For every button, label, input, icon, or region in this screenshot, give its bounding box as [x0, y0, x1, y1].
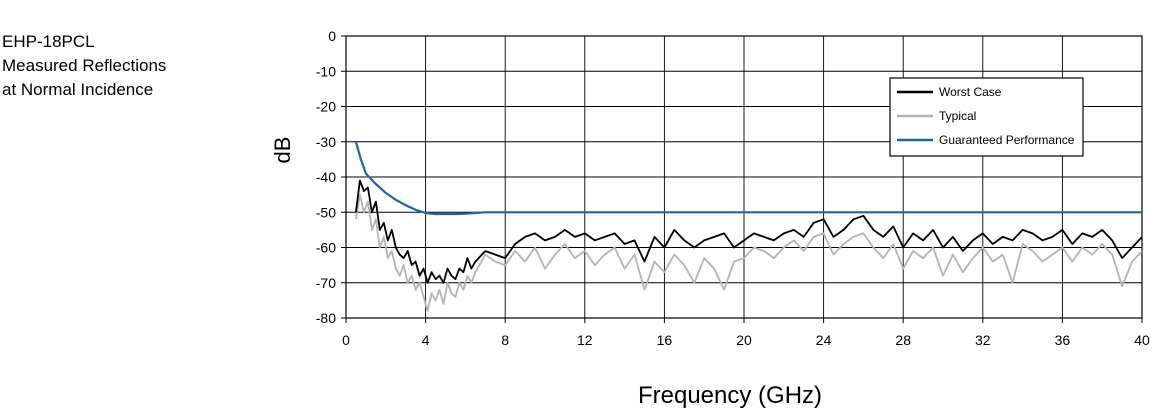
y-tick-label: -20 [316, 99, 336, 115]
x-tick-label: 24 [816, 332, 832, 348]
x-tick-label: 8 [501, 332, 509, 348]
y-tick-label: -30 [316, 134, 336, 150]
series-line-guaranteed-performance [354, 141, 1142, 216]
series-line-typical [355, 193, 1143, 312]
x-tick-label: 20 [736, 332, 752, 348]
x-axis-label: Frequency (GHz) [638, 382, 822, 409]
legend-label-worst-case: Worst Case [939, 85, 1002, 99]
x-tick-label: 12 [577, 332, 593, 348]
x-tick-label: 28 [895, 332, 911, 348]
y-tick-label: -60 [316, 240, 336, 256]
y-tick-label: -40 [316, 169, 336, 185]
x-tick-label: 32 [975, 332, 991, 348]
figure-title-line: Measured Reflections [2, 56, 167, 75]
y-tick-label: -80 [316, 310, 336, 326]
series-line-worst-case [355, 179, 1143, 284]
y-tick-label: -10 [316, 63, 336, 79]
y-axis-label: dB [270, 137, 295, 164]
x-tick-label: 4 [422, 332, 430, 348]
figure-title: EHP-18PCL Measured Reflections at Normal… [2, 30, 166, 102]
legend-label-typical: Typical [939, 109, 976, 123]
x-tick-label: 36 [1055, 332, 1071, 348]
x-tick-label: 16 [657, 332, 673, 348]
x-tick-label: 0 [342, 332, 350, 348]
x-tick-label: 40 [1134, 332, 1150, 348]
chart-series [354, 141, 1143, 312]
y-tick-label: -70 [316, 275, 336, 291]
legend-label-guaranteed-performance: Guaranteed Performance [939, 133, 1075, 147]
y-tick-label: 0 [328, 28, 336, 44]
tick-labels: 0 -10 -20 -30 -40 -50 -60 -70 -80 0 4 8 12 16 20 24 28 32… [316, 28, 1150, 348]
chart-legend: Worst Case Typical Guaranteed Performance [889, 77, 1084, 157]
figure-title-line: EHP-18PCL [2, 32, 95, 51]
figure-title-line: at Normal Incidence [2, 80, 154, 99]
y-tick-label: -50 [316, 204, 336, 220]
